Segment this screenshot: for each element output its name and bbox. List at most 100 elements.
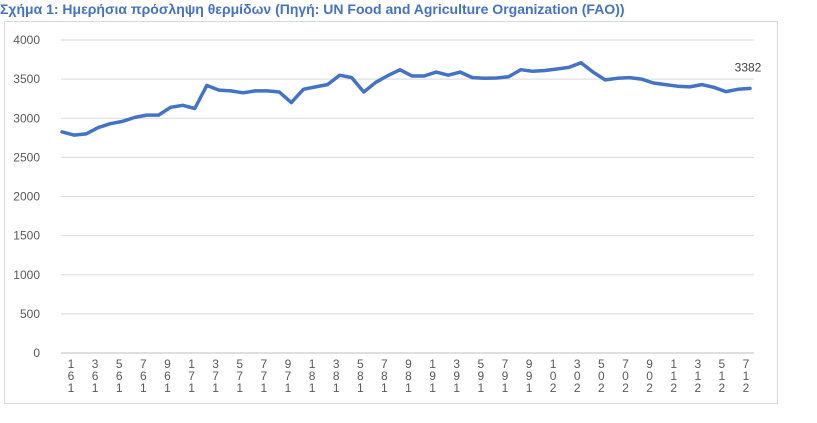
series-line (60, 60, 752, 137)
x-tick-label: 581 (357, 357, 364, 395)
x-tick-label: 981 (405, 357, 412, 395)
y-axis: 0 500 1000 1500 2000 2500 3000 3500 4000 (13, 33, 40, 360)
x-tick-char: 1 (92, 381, 99, 395)
x-tick-char: 1 (285, 381, 292, 395)
data-label-last: 3382 (735, 60, 762, 74)
x-tick-label: 371 (212, 357, 219, 395)
x-tick-char: 7 (261, 369, 268, 383)
x-tick-char: 1 (309, 357, 316, 371)
x-tick-char: 6 (116, 369, 123, 383)
x-tick-char: 7 (212, 369, 219, 383)
x-tick-char: 1 (309, 381, 316, 395)
x-tick-char: 3 (212, 357, 219, 371)
x-tick-char: 8 (309, 369, 316, 383)
x-tick-label: 712 (743, 357, 750, 395)
x-tick-char: 0 (622, 369, 629, 383)
x-tick-char: 5 (116, 357, 123, 371)
x-tick-label: 391 (453, 357, 460, 395)
x-tick-label: 302 (574, 357, 581, 395)
x-tick-char: 0 (550, 369, 557, 383)
x-tick-char: 7 (743, 357, 750, 371)
x-tick-char: 1 (670, 369, 677, 383)
x-tick-char: 5 (598, 357, 605, 371)
x-tick-char: 3 (694, 357, 701, 371)
x-tick-char: 8 (333, 369, 340, 383)
x-tick-char: 7 (140, 357, 147, 371)
x-tick-char: 1 (502, 381, 509, 395)
x-tick-char: 2 (719, 381, 726, 395)
x-tick-char: 1 (429, 357, 436, 371)
x-tick-char: 7 (622, 357, 629, 371)
x-tick-label: 771 (261, 357, 268, 395)
x-tick-label: 961 (164, 357, 171, 395)
x-tick-char: 1 (453, 381, 460, 395)
x-tick-char: 2 (574, 381, 581, 395)
x-tick-label: 171 (188, 357, 195, 395)
x-tick-char: 7 (502, 357, 509, 371)
x-tick-char: 7 (381, 357, 388, 371)
x-tick-char: 9 (164, 357, 171, 371)
x-tick-char: 1 (116, 381, 123, 395)
x-tick-char: 1 (381, 381, 388, 395)
x-tick-char: 9 (477, 369, 484, 383)
x-tick-char: 6 (140, 369, 147, 383)
x-tick-char: 0 (598, 369, 605, 383)
y-tick-label: 1500 (13, 229, 40, 243)
x-tick-char: 8 (405, 369, 412, 383)
x-tick-char: 3 (574, 357, 581, 371)
x-tick-label: 791 (502, 357, 509, 395)
x-tick-char: 1 (212, 381, 219, 395)
x-tick-label: 781 (381, 357, 388, 395)
x-tick-char: 9 (429, 369, 436, 383)
x-tick-char: 1 (670, 357, 677, 371)
x-axis: 1613615617619611713715717719711813815817… (68, 357, 750, 395)
x-tick-char: 1 (68, 357, 75, 371)
x-tick-char: 6 (92, 369, 99, 383)
x-tick-char: 1 (357, 381, 364, 395)
x-tick-char: 1 (550, 357, 557, 371)
x-tick-char: 1 (526, 381, 533, 395)
x-tick-char: 9 (405, 357, 412, 371)
y-tick-label: 3500 (13, 72, 40, 86)
x-tick-char: 9 (646, 357, 653, 371)
x-tick-char: 8 (357, 369, 364, 383)
gridlines (61, 39, 754, 354)
y-tick-label: 0 (33, 346, 40, 360)
x-tick-char: 8 (381, 369, 388, 383)
chart-title: Σχήμα 1: Ημερήσια πρόσληψη θερμίδων (Πηγ… (0, 1, 625, 17)
x-tick-label: 761 (140, 357, 147, 395)
x-tick-char: 2 (743, 381, 750, 395)
x-tick-char: 5 (236, 357, 243, 371)
x-tick-char: 1 (140, 381, 147, 395)
x-tick-char: 1 (261, 381, 268, 395)
x-tick-char: 3 (453, 357, 460, 371)
x-tick-char: 7 (261, 357, 268, 371)
x-tick-char: 0 (574, 369, 581, 383)
x-tick-char: 1 (477, 381, 484, 395)
x-tick-label: 361 (92, 357, 99, 395)
x-tick-label: 991 (526, 357, 533, 395)
x-tick-label: 161 (68, 357, 75, 395)
x-tick-char: 2 (694, 381, 701, 395)
x-tick-label: 191 (429, 357, 436, 395)
x-tick-char: 2 (550, 381, 557, 395)
x-tick-char: 6 (164, 369, 171, 383)
chart-area (4, 21, 778, 404)
x-tick-char: 3 (92, 357, 99, 371)
y-tick-label: 3000 (13, 111, 40, 125)
x-tick-char: 7 (188, 369, 195, 383)
x-tick-char: 1 (743, 369, 750, 383)
x-tick-char: 1 (405, 381, 412, 395)
x-tick-char: 1 (188, 357, 195, 371)
x-tick-char: 1 (719, 369, 726, 383)
x-tick-char: 3 (333, 357, 340, 371)
x-tick-char: 1 (694, 369, 701, 383)
x-tick-char: 9 (502, 369, 509, 383)
x-tick-label: 591 (477, 357, 484, 395)
x-tick-label: 112 (670, 357, 677, 395)
y-tick-label: 2000 (13, 190, 40, 204)
x-tick-char: 0 (646, 369, 653, 383)
y-tick-label: 500 (20, 307, 40, 321)
x-tick-char: 1 (188, 381, 195, 395)
